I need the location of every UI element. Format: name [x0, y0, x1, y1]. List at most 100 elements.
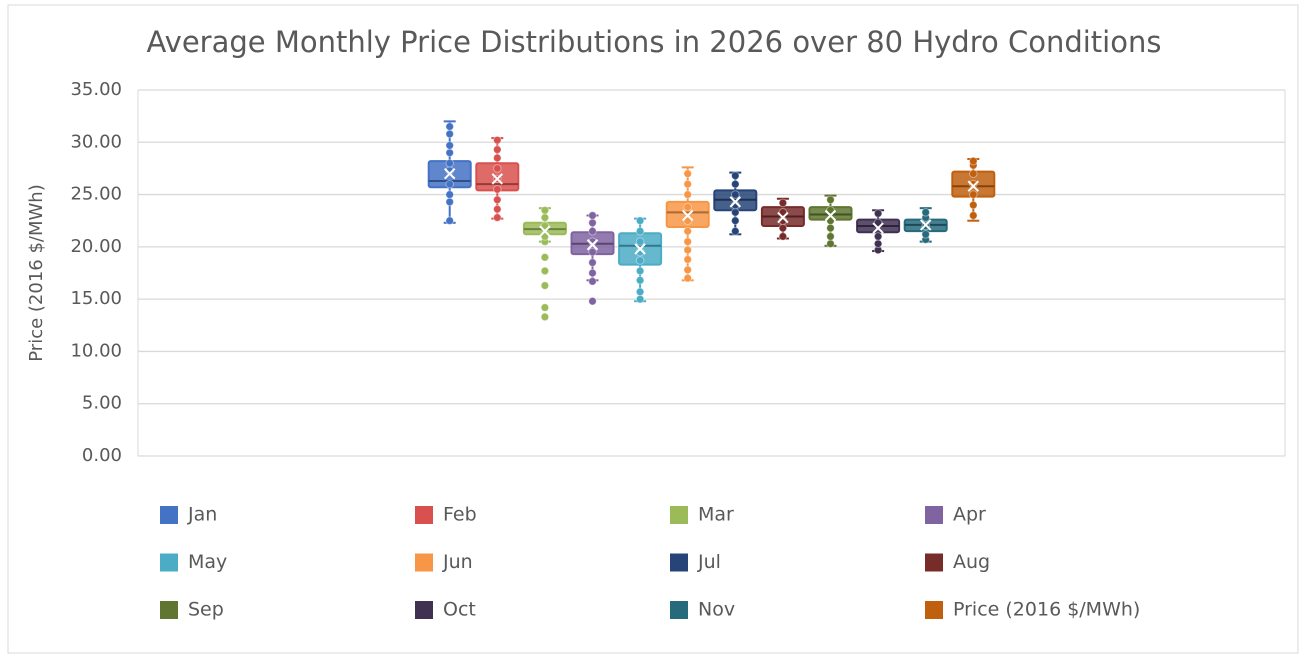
mean-marker: [872, 222, 884, 234]
data-point: [778, 198, 788, 208]
data-point: [635, 256, 645, 265]
data-point: [540, 303, 550, 312]
mean-marker: [967, 180, 980, 192]
data-point: [778, 232, 788, 241]
legend-label: Apr: [953, 504, 986, 526]
data-point: [969, 169, 978, 178]
data-point: [778, 223, 788, 233]
data-point: [588, 296, 597, 306]
legend-label: May: [188, 551, 227, 573]
data-point: [445, 148, 455, 158]
legend-swatch: [160, 601, 178, 619]
data-point: [588, 277, 597, 286]
mean-marker: [634, 243, 646, 255]
legend-label: Mar: [698, 504, 734, 526]
legend-label: Nov: [698, 599, 735, 621]
data-point: [778, 208, 788, 217]
legend-swatch: [925, 506, 943, 524]
data-point: [445, 129, 455, 139]
legend-swatch: [160, 553, 178, 572]
legend-swatch: [415, 553, 433, 572]
mean-marker: [681, 209, 694, 222]
mean-marker: [919, 219, 932, 231]
data-point: [445, 216, 455, 226]
legend-swatch: [415, 506, 433, 524]
data-point: [731, 208, 740, 217]
data-point: [445, 190, 455, 199]
legend-swatch: [925, 601, 943, 619]
data-point: [826, 205, 835, 215]
data-point: [683, 265, 693, 275]
legend-swatch: [670, 506, 688, 524]
data-point: [826, 195, 835, 205]
data-point: [969, 211, 978, 220]
data-point: [921, 208, 931, 217]
chart-frame: [7, 4, 1299, 654]
data-point: [683, 273, 693, 283]
mean-marker: [586, 239, 599, 251]
y-tick-label: 30.00: [70, 131, 122, 152]
data-point: [683, 245, 693, 255]
legend-label: Jun: [442, 551, 473, 573]
legend-swatch: [925, 553, 943, 572]
data-point: [588, 247, 597, 257]
legend-label: Oct: [443, 599, 476, 621]
data-point: [731, 171, 740, 181]
data-point: [588, 211, 597, 220]
data-point: [588, 258, 597, 267]
data-point: [683, 237, 693, 246]
data-point: [540, 281, 550, 290]
legend-label: Aug: [953, 551, 990, 573]
y-tick-label: 20.00: [70, 236, 122, 257]
data-point: [826, 216, 835, 226]
data-point: [540, 232, 550, 241]
data-point: [683, 226, 693, 236]
legend-label: Jul: [697, 551, 721, 573]
data-point: [445, 141, 455, 150]
data-point: [445, 179, 455, 189]
legend-swatch: [415, 601, 433, 619]
data-point: [873, 232, 883, 241]
data-point: [826, 232, 835, 241]
y-tick-label: 15.00: [70, 288, 122, 309]
data-point: [588, 218, 597, 228]
data-point: [493, 153, 502, 163]
mean-marker: [729, 196, 742, 208]
mean-marker: [824, 209, 837, 222]
mean-marker: [491, 173, 504, 185]
data-point: [873, 218, 883, 228]
data-point: [683, 179, 693, 189]
data-point: [540, 266, 550, 276]
data-point: [683, 216, 693, 226]
data-point: [635, 276, 645, 285]
data-point: [921, 230, 931, 239]
data-point: [683, 190, 693, 199]
mean-marker: [777, 211, 789, 224]
data-point: [969, 179, 978, 189]
data-point: [540, 205, 550, 215]
mean-marker: [539, 225, 551, 237]
data-point: [873, 239, 883, 249]
data-point: [445, 197, 455, 207]
data-point: [493, 145, 502, 154]
legend-label: Feb: [443, 504, 477, 526]
data-point: [826, 239, 835, 249]
data-point: [731, 216, 740, 226]
data-point: [588, 268, 597, 278]
y-tick-label: 10.00: [70, 340, 122, 361]
legend-swatch: [160, 506, 178, 524]
data-point: [635, 216, 645, 226]
data-point: [540, 213, 550, 222]
data-point: [969, 156, 978, 166]
legend-label: Sep: [188, 599, 224, 621]
data-point: [635, 287, 645, 297]
data-point: [540, 253, 550, 262]
data-point: [731, 179, 740, 189]
data-point: [683, 202, 693, 212]
y-axis-label: Price (2016 $/MWh): [26, 184, 47, 361]
data-point: [493, 213, 502, 222]
data-point: [445, 122, 455, 131]
data-point: [540, 312, 550, 322]
data-point: [493, 164, 502, 173]
